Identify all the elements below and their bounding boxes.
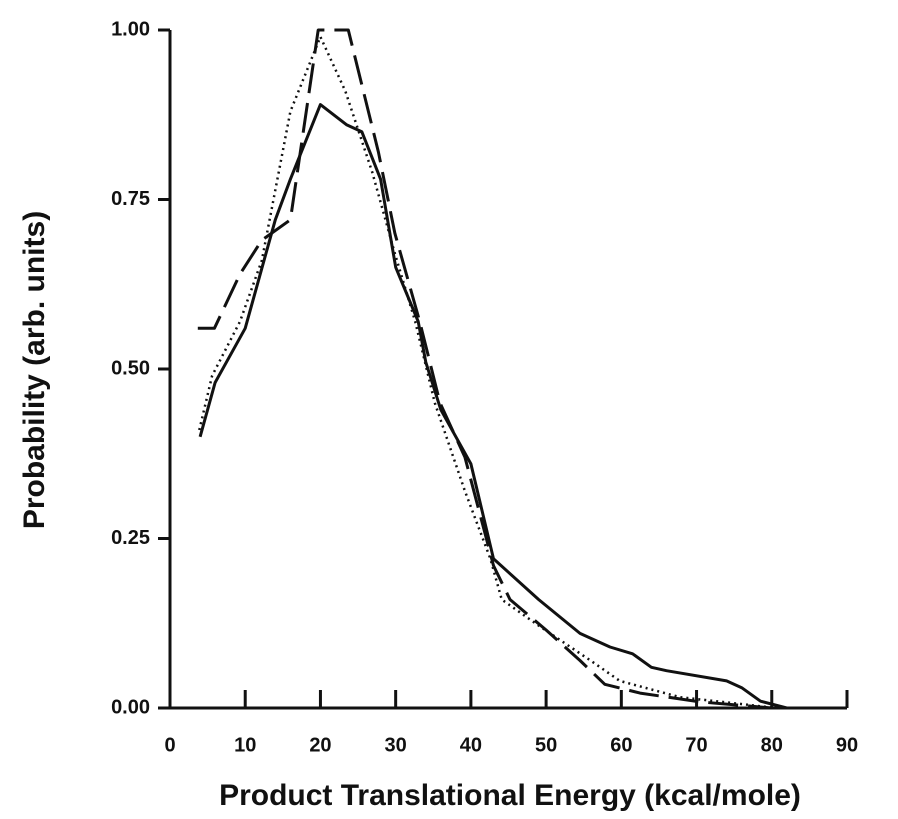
- y-tick-label: 1.00: [111, 18, 150, 40]
- x-tick-label: 0: [164, 734, 175, 756]
- y-tick-label: 0.75: [111, 188, 150, 210]
- series-line: [198, 103, 788, 710]
- x-tick-label: 20: [309, 734, 331, 756]
- x-axis-title: Product Translational Energy (kcal/mole): [219, 779, 801, 812]
- x-tick-label: 40: [460, 734, 482, 756]
- y-tick-label: 0.50: [111, 357, 150, 379]
- x-tick-label: 80: [761, 734, 783, 756]
- x-tick-label: 90: [836, 734, 858, 756]
- x-tick-label: 50: [535, 734, 557, 756]
- x-tick-label: 60: [610, 734, 632, 756]
- series-line: [198, 35, 776, 710]
- x-tick-label: 10: [234, 734, 256, 756]
- y-axis-title: Probability (arb. units): [18, 211, 51, 529]
- x-tick-label: 30: [385, 734, 407, 756]
- y-tick-label: 0.00: [111, 696, 150, 718]
- y-tick-label: 0.25: [111, 527, 150, 549]
- x-tick-label: 70: [685, 734, 707, 756]
- series-line: [197, 28, 772, 710]
